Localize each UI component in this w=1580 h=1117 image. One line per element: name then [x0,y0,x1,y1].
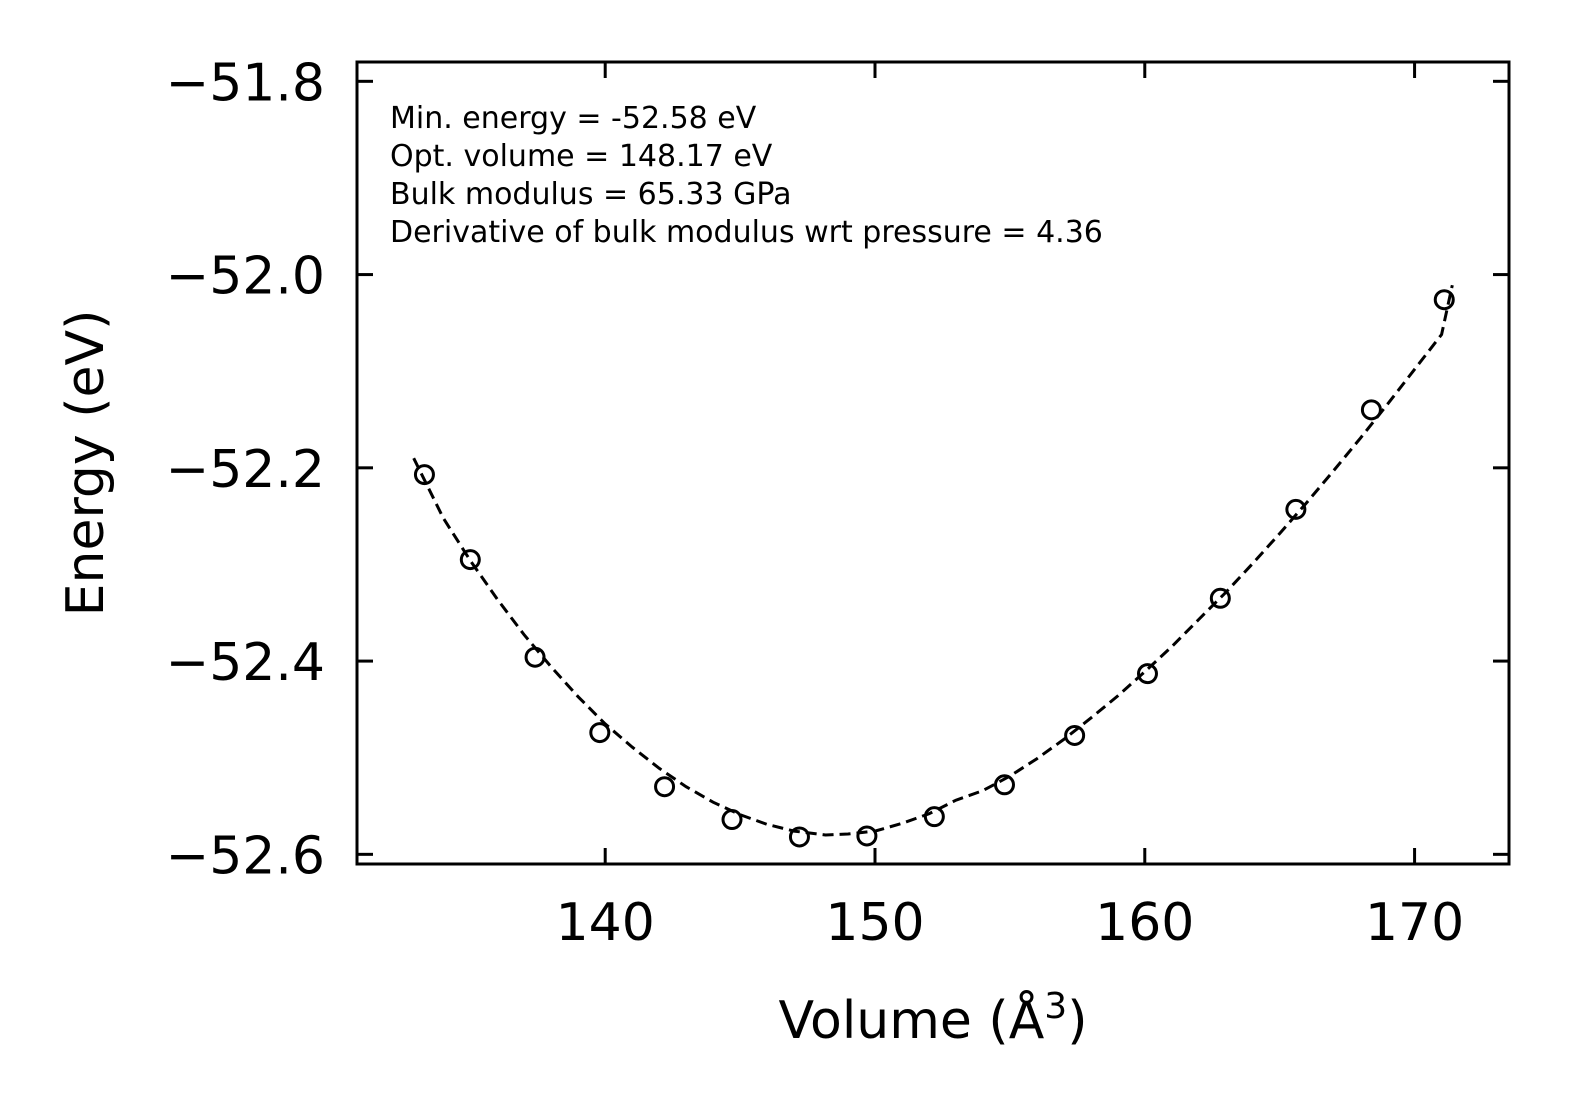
y-axis-title: Energy (eV) [56,310,116,617]
data-point [654,776,676,798]
data-point [524,646,546,668]
y-tick-label: −52.6 [166,826,325,886]
fit-curve-layer [412,284,1454,837]
y-tick-label: −52.2 [166,440,325,500]
x-tick-label: 170 [1365,893,1464,953]
x-axis-title: Volume (Å3) [779,986,1088,1051]
annotation-line: Min. energy = -52.58 eV [390,101,757,136]
y-tick-label: −52.0 [166,247,325,307]
data-point [1064,724,1086,746]
plot-frame [355,60,1511,866]
fit-curve [412,284,1454,837]
data-point [788,826,810,848]
data-point [993,774,1015,796]
annotation-line: Bulk modulus = 65.33 GPa [390,177,791,212]
data-point [856,825,878,847]
data-point [413,464,435,486]
y-tick-label: −52.4 [166,633,325,693]
data-point [1209,587,1231,609]
y-tick-label: −51.8 [166,53,325,113]
data-point [1285,498,1307,520]
data-point [1360,399,1382,421]
annotation-line: Derivative of bulk modulus wrt pressure … [390,215,1103,250]
data-point [459,549,481,571]
data-point [1433,289,1455,311]
data-points-layer [413,289,1455,848]
data-point [721,809,743,831]
x-tick-label: 160 [1095,893,1194,953]
axis-ticks: 140 150 160 170 −51.8 −52.0 −52.2 −52.4 −52.6 [166,53,1509,953]
annotation-line: Opt. volume = 148.17 eV [390,139,773,174]
data-point [923,806,945,828]
data-point [589,722,611,744]
x-tick-label: 150 [825,893,924,953]
x-tick-label: 140 [556,893,655,953]
data-point [1136,663,1158,685]
